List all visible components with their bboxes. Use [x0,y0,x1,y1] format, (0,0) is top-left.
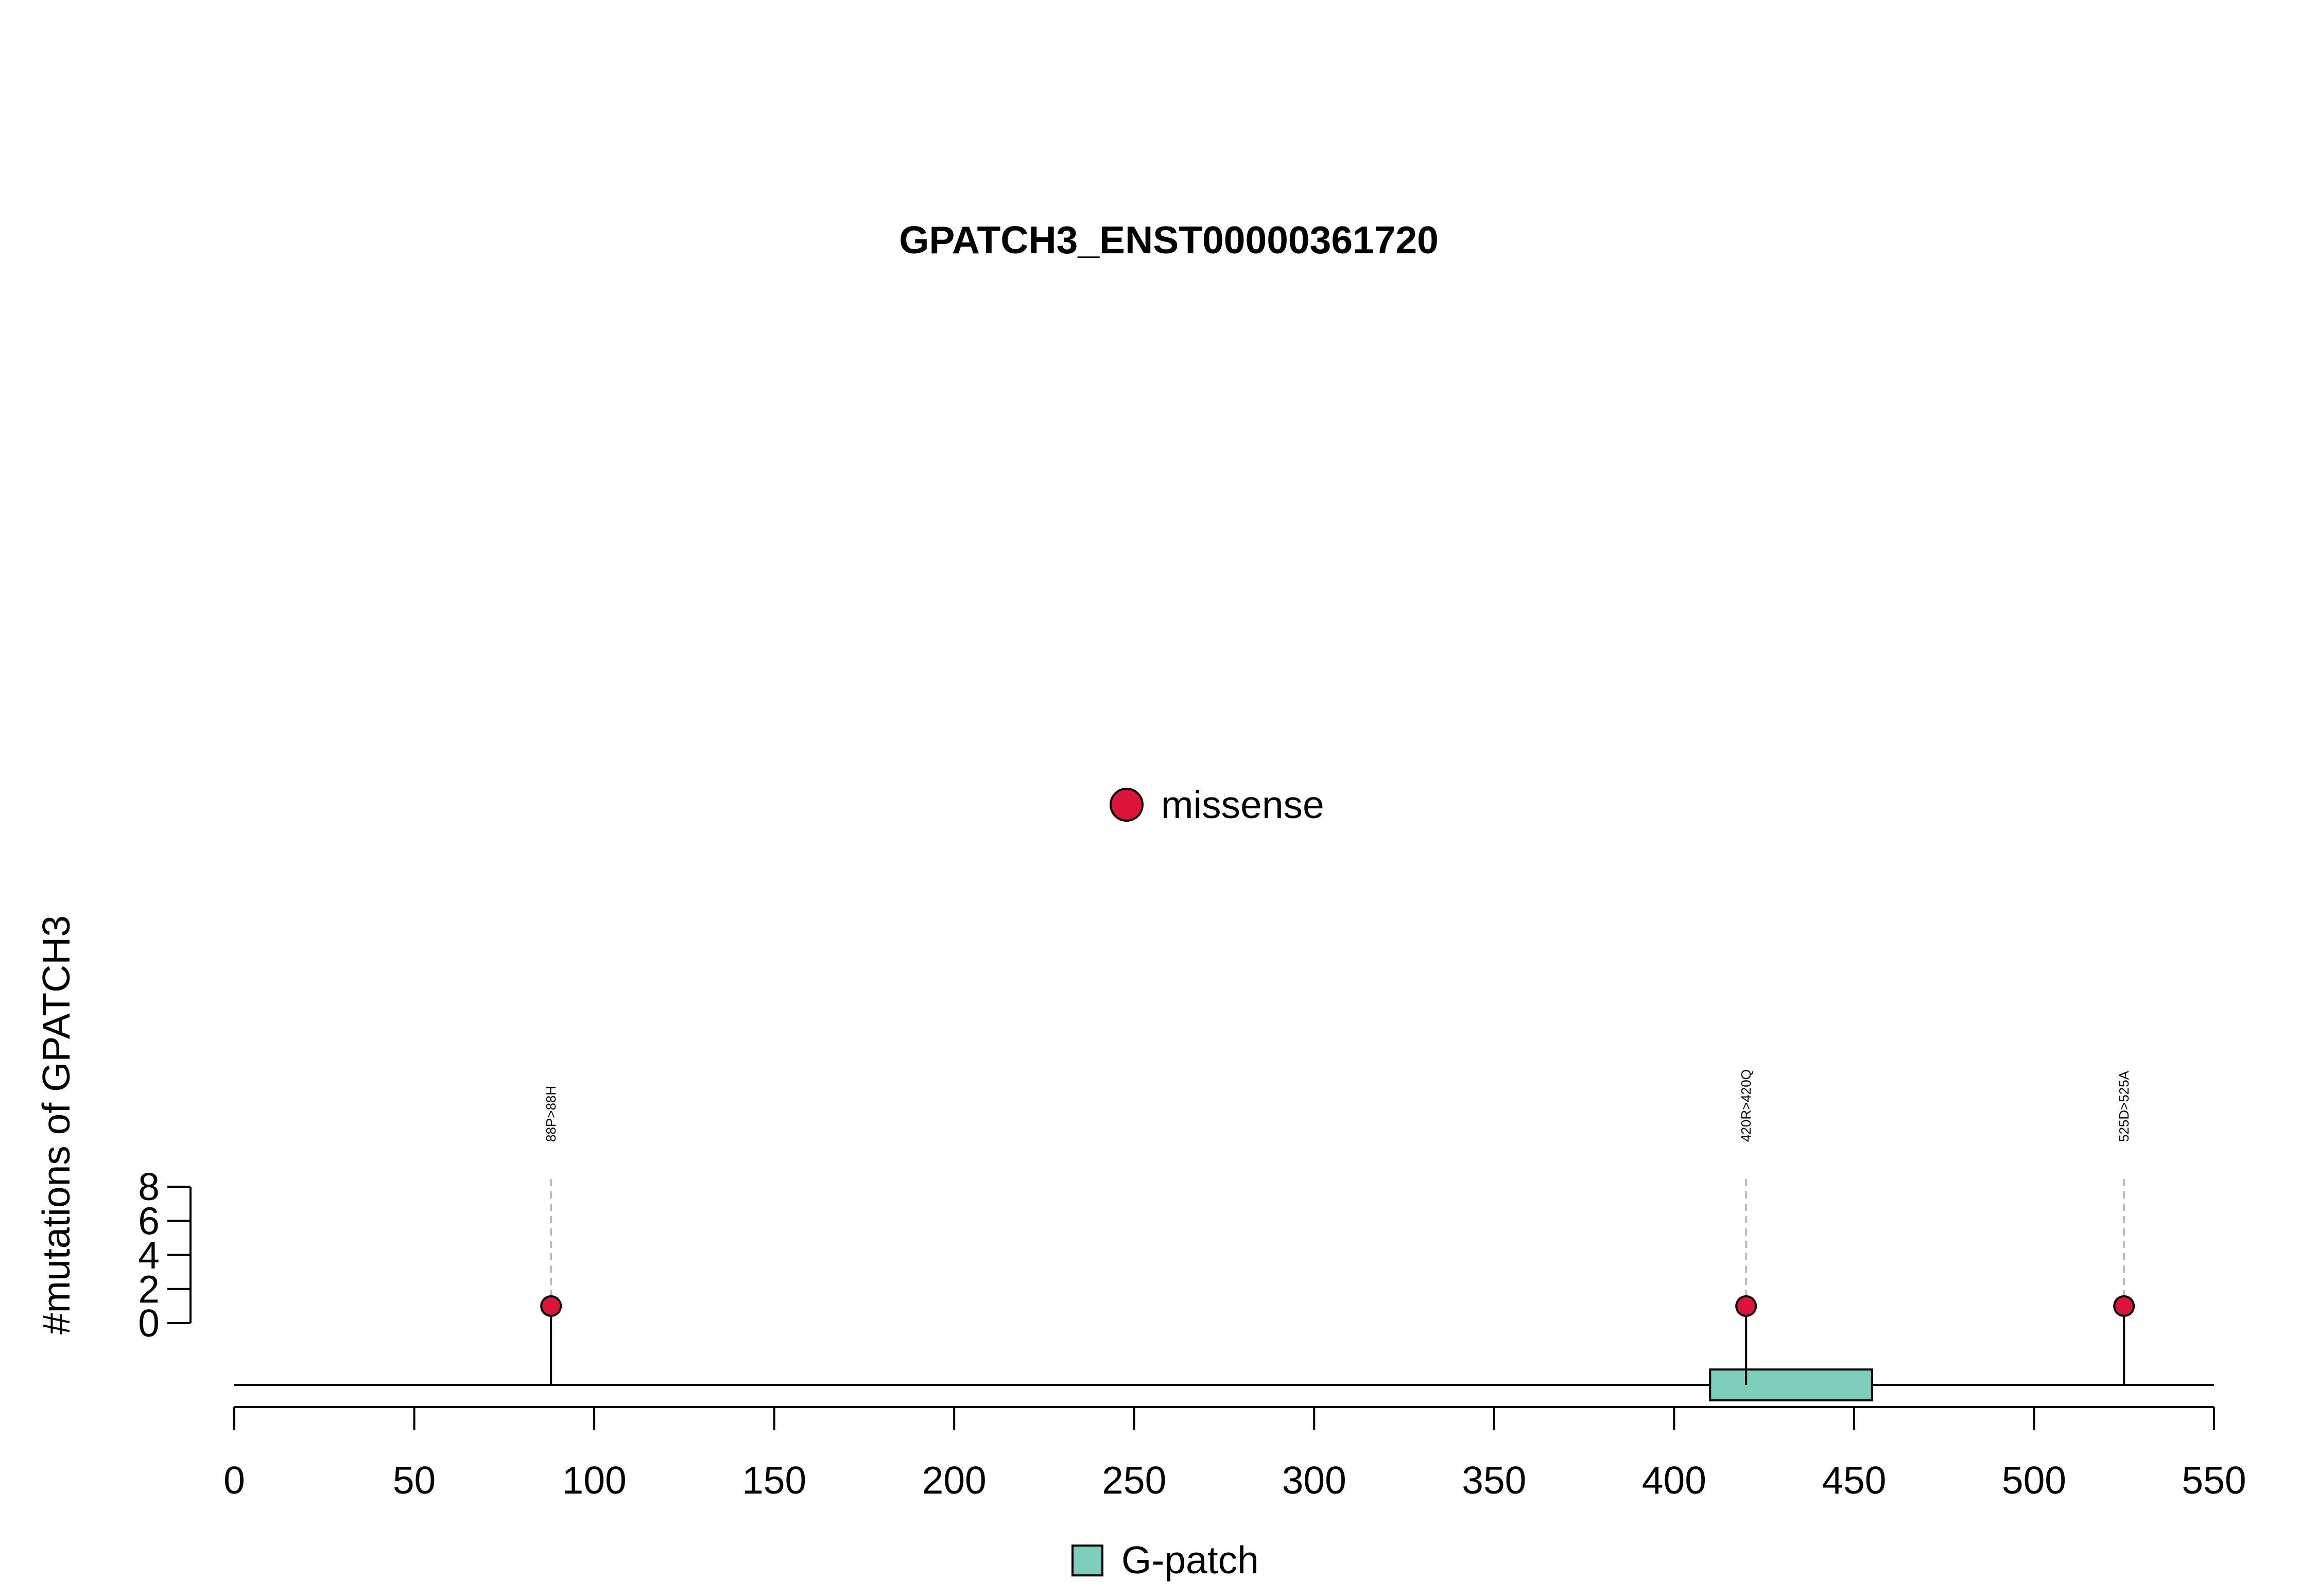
x-tick-label: 200 [922,1459,987,1502]
y-tick-label: 8 [138,1165,160,1208]
x-tick-label: 100 [562,1459,627,1502]
mutation-label: 88P>88H [543,1086,559,1142]
domain-legend: G-patch [1071,1538,1259,1582]
legend-missense-marker [1110,788,1144,822]
mutation-label: 420R>420Q [1738,1069,1754,1142]
x-axis: 0 50 100 150 200 250 300 350 400 450 500 550 [223,1406,2246,1502]
x-tick-label: 0 [223,1459,245,1502]
mutation-label: 525D>525A [2116,1070,2132,1142]
x-tick-label: 500 [2002,1459,2066,1502]
mutation-point [1735,1295,1757,1317]
y-tick-label: 2 [138,1268,160,1311]
x-tick-label: 400 [1642,1459,1706,1502]
y-tick-label: 6 [138,1199,160,1242]
y-axis-label: #mutations of GPATCH3 [34,915,78,1334]
x-tick-label: 150 [742,1459,806,1502]
x-tick-label: 350 [1462,1459,1526,1502]
legend-missense-label: missense [1161,783,1324,826]
mutation-point [540,1295,562,1317]
x-tick-label: 550 [2182,1459,2246,1502]
domain-g-patch [1709,1368,1873,1401]
chart-title: GPATCH3_ENST00000361720 [899,218,1439,262]
y-tick-label: 4 [138,1234,160,1277]
x-tick-label: 450 [1822,1459,1886,1502]
mutation-point [2113,1295,2135,1317]
legend-g-patch-label: G-patch [1121,1538,1259,1582]
mutation-lollipops: 88P>88H 420R>420Q 525D>525A [540,1069,2135,1385]
y-tick-label: 0 [138,1302,160,1345]
mutation-legend: missense [1110,783,1324,826]
legend-g-patch-swatch [1071,1545,1103,1576]
x-tick-label: 300 [1282,1459,1346,1502]
x-tick-label: 250 [1102,1459,1166,1502]
protein-track [234,1368,2214,1401]
x-tick-label: 50 [393,1459,436,1502]
